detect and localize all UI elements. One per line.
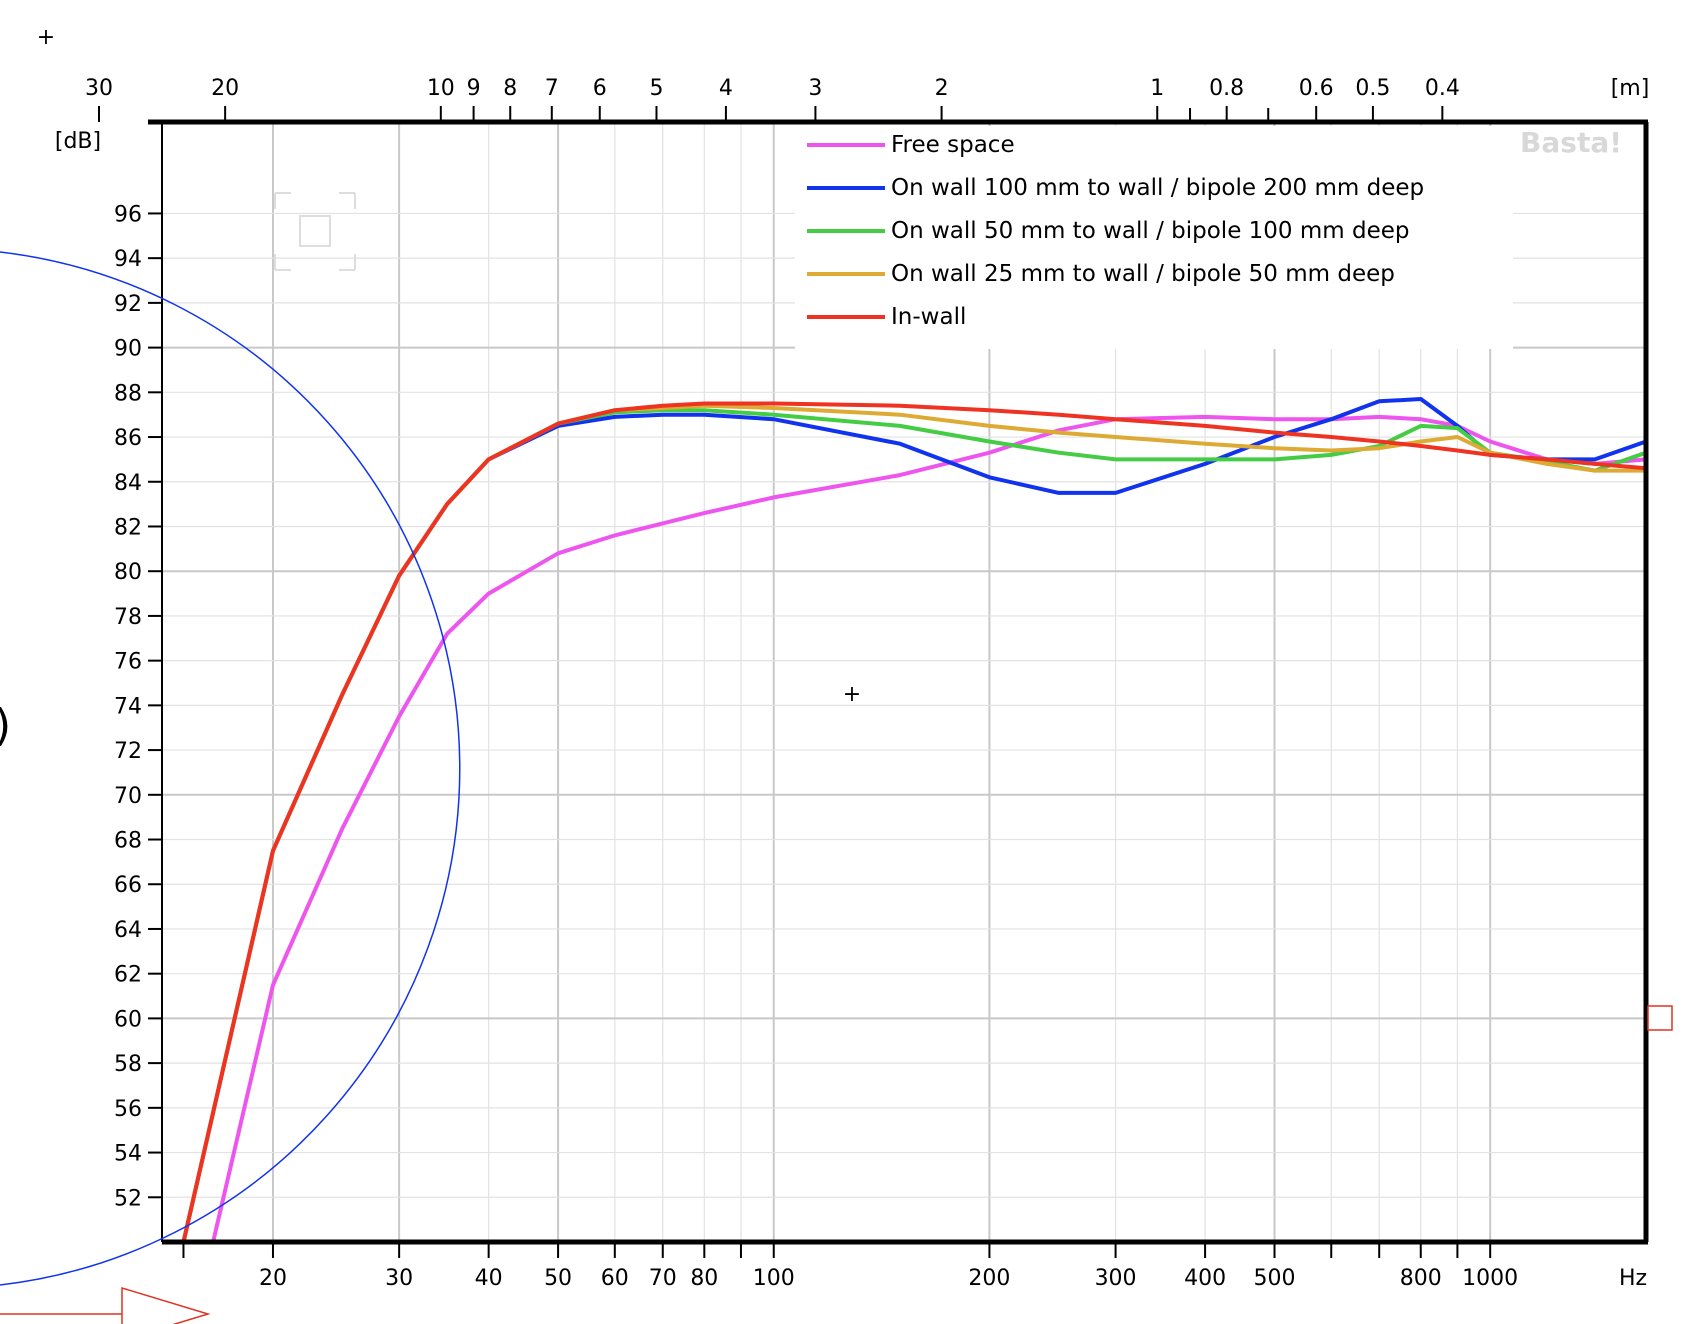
y-tick-label: 60 [114,1007,142,1032]
top-tick-label: 10 [427,76,455,101]
x-tick-label: 1000 [1462,1266,1518,1291]
y-tick-label: 94 [114,247,142,272]
top-axis-unit-label: [m] [1611,76,1650,101]
x-tick-label: 100 [753,1266,795,1291]
top-tick-label: 30 [85,76,113,101]
x-tick-label: 40 [475,1266,503,1291]
y-tick-label: 56 [114,1097,142,1122]
y-tick-label: 96 [114,202,142,227]
y-tick-label: 92 [114,292,142,317]
y-tick-label: 76 [114,650,142,675]
legend: Free space On wall 100 mm to wall / bipol… [795,126,1513,349]
y-tick-label: 82 [114,515,142,540]
y-tick-label: 86 [114,426,142,451]
top-tick-label: 0.5 [1355,76,1390,101]
x-tick-label: 400 [1184,1266,1226,1291]
y-tick-label: 58 [114,1052,142,1077]
paren-mark: ) [0,700,11,751]
legend-background [795,126,1513,349]
legend-entry-label: On wall 50 mm to wall / bipole 100 mm de… [891,218,1410,244]
y-tick-label: 68 [114,829,142,854]
x-tick-label: 20 [259,1266,287,1291]
x-tick-label: 80 [690,1266,718,1291]
crosshair-marker-top-left: + [37,25,55,50]
series-line-4 [162,401,1646,1242]
x-tick-label: 70 [649,1266,677,1291]
y-tick-label: 74 [114,694,142,719]
selection-frame-icon [274,192,356,271]
top-tick-label: 9 [467,76,481,101]
x-tick-label: 60 [601,1266,629,1291]
legend-entry-label: Free space [891,132,1015,158]
y-tick-label: 72 [114,739,142,764]
x-tick-label: 300 [1095,1266,1137,1291]
top-axis: 30 20 10 9 8 7 6 5 4 3 2 1 0.8 0.6 0.5 0.4 [85,76,1460,122]
top-tick-label: 0.8 [1209,76,1244,101]
x-tick-label: 500 [1254,1266,1296,1291]
y-tick-label: 90 [114,337,142,362]
series-layer [162,397,1646,1242]
x-tick-label: 800 [1400,1266,1442,1291]
top-tick-label: 7 [545,76,559,101]
top-tick-label: 2 [935,76,949,101]
x-axis-label: Hz [1619,1266,1647,1291]
watermark-text: Basta! [1520,126,1622,159]
top-tick-label: 0.4 [1425,76,1460,101]
y-tick-label: 62 [114,963,142,988]
legend-entry-label: On wall 25 mm to wall / bipole 50 mm dee… [891,261,1395,287]
top-tick-label: 1 [1150,76,1164,101]
x-tick-label: 200 [968,1266,1010,1291]
top-tick-label: 0.6 [1299,76,1334,101]
y-tick-label: 66 [114,873,142,898]
y-tick-label: 64 [114,918,142,943]
crosshair-marker-center: + [843,682,861,707]
resize-handle-icon[interactable] [1647,1005,1673,1031]
x-tick-label: 30 [385,1266,413,1291]
y-tick-label: 84 [114,471,142,496]
x-axis: 20 30 40 50 60 70 80 100 200 300 400 500 800 1000 [182,1242,1518,1291]
x-tick-label: 50 [544,1266,572,1291]
annotation-overlay: + + ) [0,25,1673,1324]
top-tick-label: 5 [649,76,663,101]
y-axis-label: [dB] [55,129,101,154]
y-tick-label: 78 [114,605,142,630]
annotation-ellipse [0,251,461,1286]
y-tick-label: 80 [114,560,142,585]
legend-entry-label: In-wall [891,304,966,330]
series-line-0 [162,414,1646,1242]
y-axis: 52 54 56 58 60 62 64 66 68 70 72 74 76 78 80 82 84 86 88 90… [114,202,162,1211]
y-tick-label: 52 [114,1186,142,1211]
top-tick-label: 6 [593,76,607,101]
top-tick-label: 3 [808,76,822,101]
top-tick-label: 4 [719,76,733,101]
y-tick-label: 88 [114,381,142,406]
legend-entry-label: On wall 100 mm to wall / bipole 200 mm d… [891,175,1424,201]
y-tick-label: 70 [114,784,142,809]
top-tick-label: 20 [211,76,239,101]
y-tick-label: 54 [114,1142,142,1167]
top-tick-label: 8 [503,76,517,101]
arrow-icon [0,1286,211,1324]
